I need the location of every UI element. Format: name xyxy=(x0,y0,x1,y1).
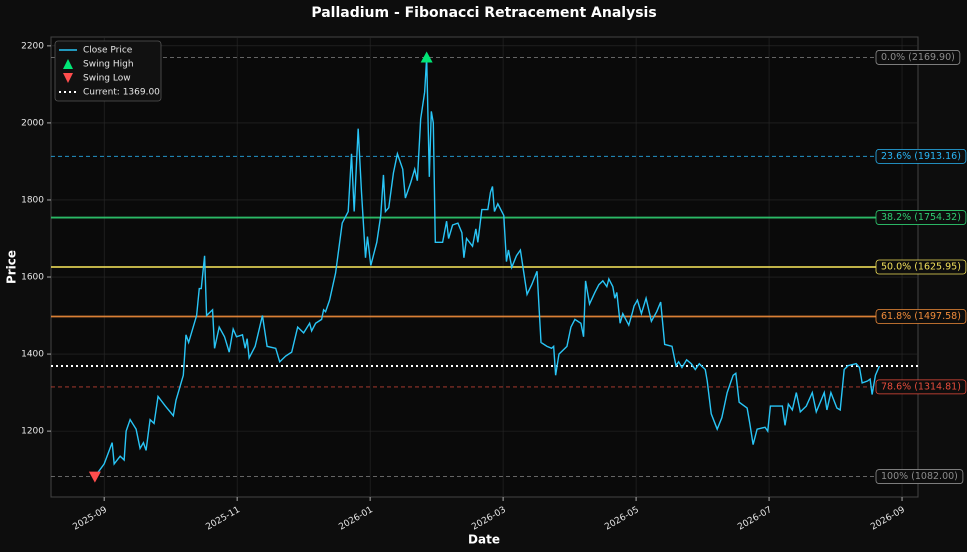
legend-label: Current: 1369.00 xyxy=(83,88,160,98)
chart-title: Palladium - Fibonacci Retracement Analys… xyxy=(311,5,656,21)
legend-label: Swing High xyxy=(83,60,134,70)
y-tick-label: 2200 xyxy=(21,41,44,51)
fib-level-label: 23.6% (1913.16) xyxy=(875,148,967,164)
fib-level-label: 0.0% (2169.90) xyxy=(875,50,961,65)
legend-box xyxy=(54,40,162,102)
y-tick-label: 2000 xyxy=(21,118,44,128)
fib-level-label: 78.6% (1314.81) xyxy=(875,379,967,395)
price-line xyxy=(94,57,881,477)
fib-level-label: 50.0% (1625.95) xyxy=(875,259,967,275)
fib-level-text: 23.6% (1913.16) xyxy=(881,151,961,162)
swing-marker xyxy=(420,51,433,63)
legend-label: Close Price xyxy=(83,46,133,56)
fib-level-text: 78.6% (1314.81) xyxy=(881,381,961,392)
y-axis-label: Price xyxy=(5,250,19,284)
fib-level-text: 61.8% (1497.58) xyxy=(881,311,961,322)
fib-label-box xyxy=(875,148,967,164)
legend: Close Price Swing High Swing Low Current: 1… xyxy=(54,40,162,102)
legend-marker xyxy=(63,73,73,83)
fib-label-box xyxy=(875,210,967,225)
legend-marker xyxy=(63,59,73,69)
y-tick-label: 1800 xyxy=(21,195,44,205)
fib-label-box xyxy=(875,50,961,65)
y-tick-label: 1400 xyxy=(21,350,44,360)
swing-marker xyxy=(88,471,101,483)
x-axis-label: Date xyxy=(468,533,500,547)
fib-level-label: 100% (1082.00) xyxy=(875,469,964,484)
fib-level-text: 38.2% (1754.32) xyxy=(881,212,961,223)
fib-level-text: 50.0% (1625.95) xyxy=(881,262,961,273)
fib-label-box xyxy=(875,379,967,395)
y-tick-label: 1200 xyxy=(21,427,44,437)
fib-level-text: 0.0% (2169.90) xyxy=(881,52,955,63)
fib-level-label: 61.8% (1497.58) xyxy=(875,309,967,324)
fib-level-text: 100% (1082.00) xyxy=(881,471,958,482)
fib-label-box xyxy=(875,309,967,324)
fib-label-box xyxy=(875,469,964,484)
fib-level-label: 38.2% (1754.32) xyxy=(875,210,967,225)
y-tick-label: 1600 xyxy=(21,273,44,283)
legend-label: Swing Low xyxy=(83,74,131,84)
fib-label-box xyxy=(875,259,967,275)
